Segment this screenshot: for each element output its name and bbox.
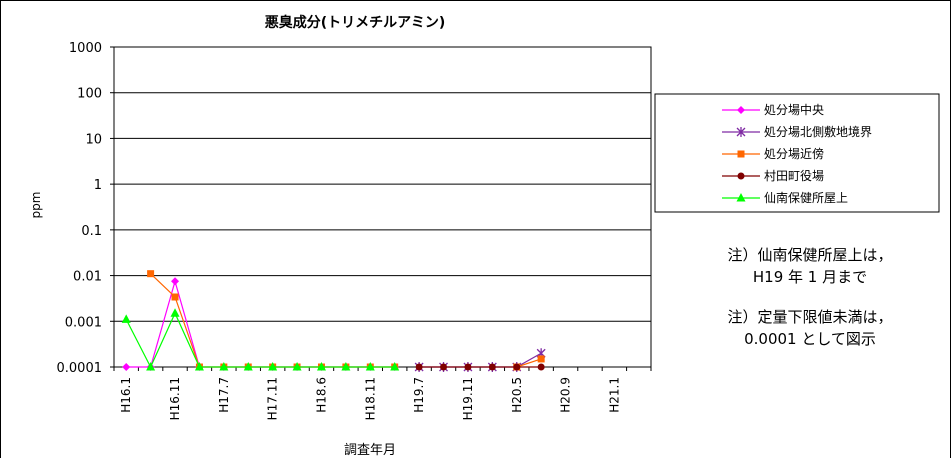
y-tick-label: 0.001: [65, 315, 102, 330]
data-point: [268, 362, 278, 371]
y-tick-label: 1: [94, 178, 102, 193]
data-point: [415, 363, 423, 371]
legend-label: 処分場近傍: [764, 146, 824, 161]
chart-title: 悪臭成分(トリメチルアミン): [265, 14, 446, 31]
series-5: [121, 308, 400, 371]
data-point: [170, 308, 180, 317]
x-tick-label: H17.7: [217, 377, 231, 413]
legend-item: 処分場中央: [722, 102, 824, 117]
legend-label: 村田町役場: [764, 168, 824, 183]
data-point: [537, 355, 545, 363]
data-point: [390, 362, 400, 371]
legend-item: 処分場近傍: [722, 146, 824, 161]
data-point: [737, 150, 745, 158]
note-1: 注）仙南保健所屋上は， H19 年 1 月まで: [690, 244, 930, 288]
data-point: [736, 193, 746, 202]
legend-item: 村田町役場: [722, 168, 824, 183]
legend-label: 仙南保健所屋上: [764, 190, 848, 205]
y-tick-label: 1000: [69, 41, 102, 56]
x-tick-label: H17.11: [266, 377, 280, 420]
y-tick-labels: 1000 100 10 1 0.1 0.01 0.001 0.0001: [57, 41, 114, 376]
data-point: [122, 363, 131, 371]
data-point: [537, 363, 545, 371]
data-point: [737, 172, 745, 180]
series-layer: [121, 270, 546, 372]
x-tick-label: H20.5: [510, 377, 524, 413]
data-point: [147, 270, 155, 278]
x-tick-label: H16.11: [168, 377, 182, 420]
y-tick-label: 0.01: [73, 270, 102, 285]
y-axis-label: ppm: [29, 192, 43, 219]
note-2: 注）定量下限値未満は， 0.0001 として図示: [690, 306, 930, 350]
series-4: [415, 363, 545, 371]
data-point: [440, 363, 448, 371]
series-line: [125, 311, 395, 369]
legend-label: 処分場北側敷地境界: [764, 124, 872, 139]
legend-item: 仙南保健所屋上: [722, 190, 848, 205]
x-tick-label: H18.6: [314, 377, 328, 413]
x-tick-label: H20.9: [559, 377, 573, 413]
note-2-line1: 注）定量下限値未満は，: [727, 308, 893, 326]
x-tick-label: H19.7: [412, 377, 426, 413]
legend-item: 処分場北側敷地境界: [722, 124, 872, 139]
data-point: [736, 127, 746, 137]
data-point: [316, 362, 326, 371]
y-tick-label: 10: [85, 132, 102, 147]
x-tick-labels: H16.1 H16.11 H17.7 H17.11 H18.6 H18.11 H19.7 H1…: [113, 367, 652, 420]
y-tick-label: 100: [77, 87, 102, 102]
data-point: [121, 314, 131, 323]
data-point: [194, 362, 204, 371]
grid-lines: [114, 46, 651, 368]
x-tick-label: H18.11: [363, 377, 377, 420]
data-point: [464, 363, 472, 371]
x-tick-label: H16.1: [119, 377, 133, 413]
data-point: [365, 362, 375, 371]
note-1-line1: 注）仙南保健所屋上は，: [727, 246, 893, 264]
data-point: [513, 363, 521, 371]
data-point: [488, 363, 496, 371]
data-point: [219, 362, 229, 371]
y-tick-label: 0.1: [81, 224, 102, 239]
data-point: [146, 362, 156, 371]
data-point: [171, 277, 180, 286]
data-point: [341, 362, 351, 371]
data-point: [171, 293, 179, 301]
note-2-line2: 0.0001 として図示: [744, 330, 876, 348]
legend-box: [654, 93, 940, 213]
x-tick-label: H21.1: [607, 377, 621, 413]
x-axis-label: 調査年月: [344, 443, 396, 458]
legend-label: 処分場中央: [764, 102, 824, 117]
data-point: [737, 106, 745, 114]
x-tick-label: H19.11: [461, 377, 475, 420]
series-line: [516, 358, 542, 368]
data-point: [292, 362, 302, 371]
note-1-line2: H19 年 1 月まで: [752, 268, 868, 286]
y-tick-label: 0.0001: [57, 361, 103, 376]
data-point: [243, 362, 253, 371]
